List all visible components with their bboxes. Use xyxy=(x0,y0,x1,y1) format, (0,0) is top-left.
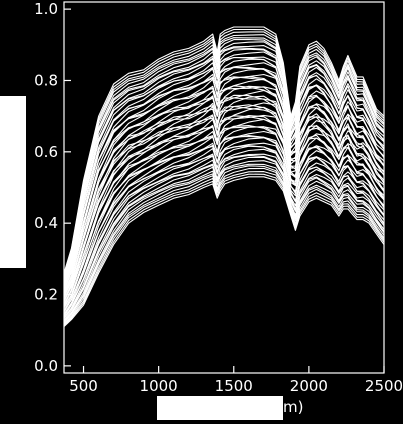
y-tick-label: 0.6 xyxy=(34,143,58,161)
x-tick-label: 2000 xyxy=(290,377,328,395)
reflectance-curve xyxy=(63,68,385,291)
reflectance-curve xyxy=(63,165,385,324)
y-tick-label: 0.0 xyxy=(34,357,58,375)
x-tick-label: 1000 xyxy=(140,377,178,395)
ylabel-redaction-block xyxy=(0,96,26,268)
y-tick-label: 0.8 xyxy=(34,71,58,89)
x-axis-label: m) xyxy=(283,398,303,416)
axis-ticks xyxy=(64,8,385,373)
reflectance-curve xyxy=(63,41,385,280)
reflectance-curve xyxy=(63,130,385,312)
reflectance-curve xyxy=(63,156,385,321)
reflectance-curve xyxy=(63,89,385,299)
reflectance-curve xyxy=(63,28,385,275)
reflectance-curve xyxy=(63,148,385,319)
reflectance-curve xyxy=(63,171,385,326)
reflectance-curve xyxy=(63,38,385,278)
tick-labels: 500 1000 1500 2000 2500 0.0 0.2 0.4 0.6 0.8 1.0 xyxy=(34,0,403,395)
reflectance-curve xyxy=(63,26,385,274)
reflectance-curve xyxy=(63,48,385,282)
x-tick-label: 1500 xyxy=(215,377,253,395)
reflectance-curve xyxy=(63,173,385,326)
reflectance-curve xyxy=(63,176,385,327)
reflectance-curve xyxy=(63,73,385,291)
reflectance-curve xyxy=(63,105,385,301)
reflectance-curve xyxy=(63,97,385,297)
reflectance-curve xyxy=(63,126,385,311)
x-tick-label: 500 xyxy=(69,377,98,395)
y-tick-label: 0.4 xyxy=(34,214,58,232)
reflectance-curve xyxy=(63,94,385,298)
reflectance-curve xyxy=(63,34,385,277)
reflectance-curve xyxy=(63,85,385,294)
reflectance-curve xyxy=(63,45,385,280)
reflectance-curve xyxy=(63,37,385,277)
reflectance-curve xyxy=(63,126,385,308)
reflectance-curve xyxy=(63,153,385,319)
xlabel-redaction-block xyxy=(157,396,283,420)
reflectance-curve xyxy=(63,145,385,317)
y-tick-label: 1.0 xyxy=(34,0,58,18)
reflectance-curve xyxy=(63,106,385,305)
reflectance-curve xyxy=(63,163,385,323)
plot-frame xyxy=(63,1,385,374)
y-tick-label: 0.2 xyxy=(34,286,58,304)
reflectance-curve xyxy=(63,31,385,276)
reflectance-curve xyxy=(63,114,385,305)
reflectance-curve xyxy=(63,115,385,305)
reflectance-curve xyxy=(63,160,385,322)
reflectance-curve xyxy=(63,51,385,284)
x-tick-label: 2500 xyxy=(365,377,403,395)
reflectance-curve xyxy=(63,66,385,287)
reflectance-curves xyxy=(63,26,385,327)
reflectance-curve xyxy=(63,167,385,325)
